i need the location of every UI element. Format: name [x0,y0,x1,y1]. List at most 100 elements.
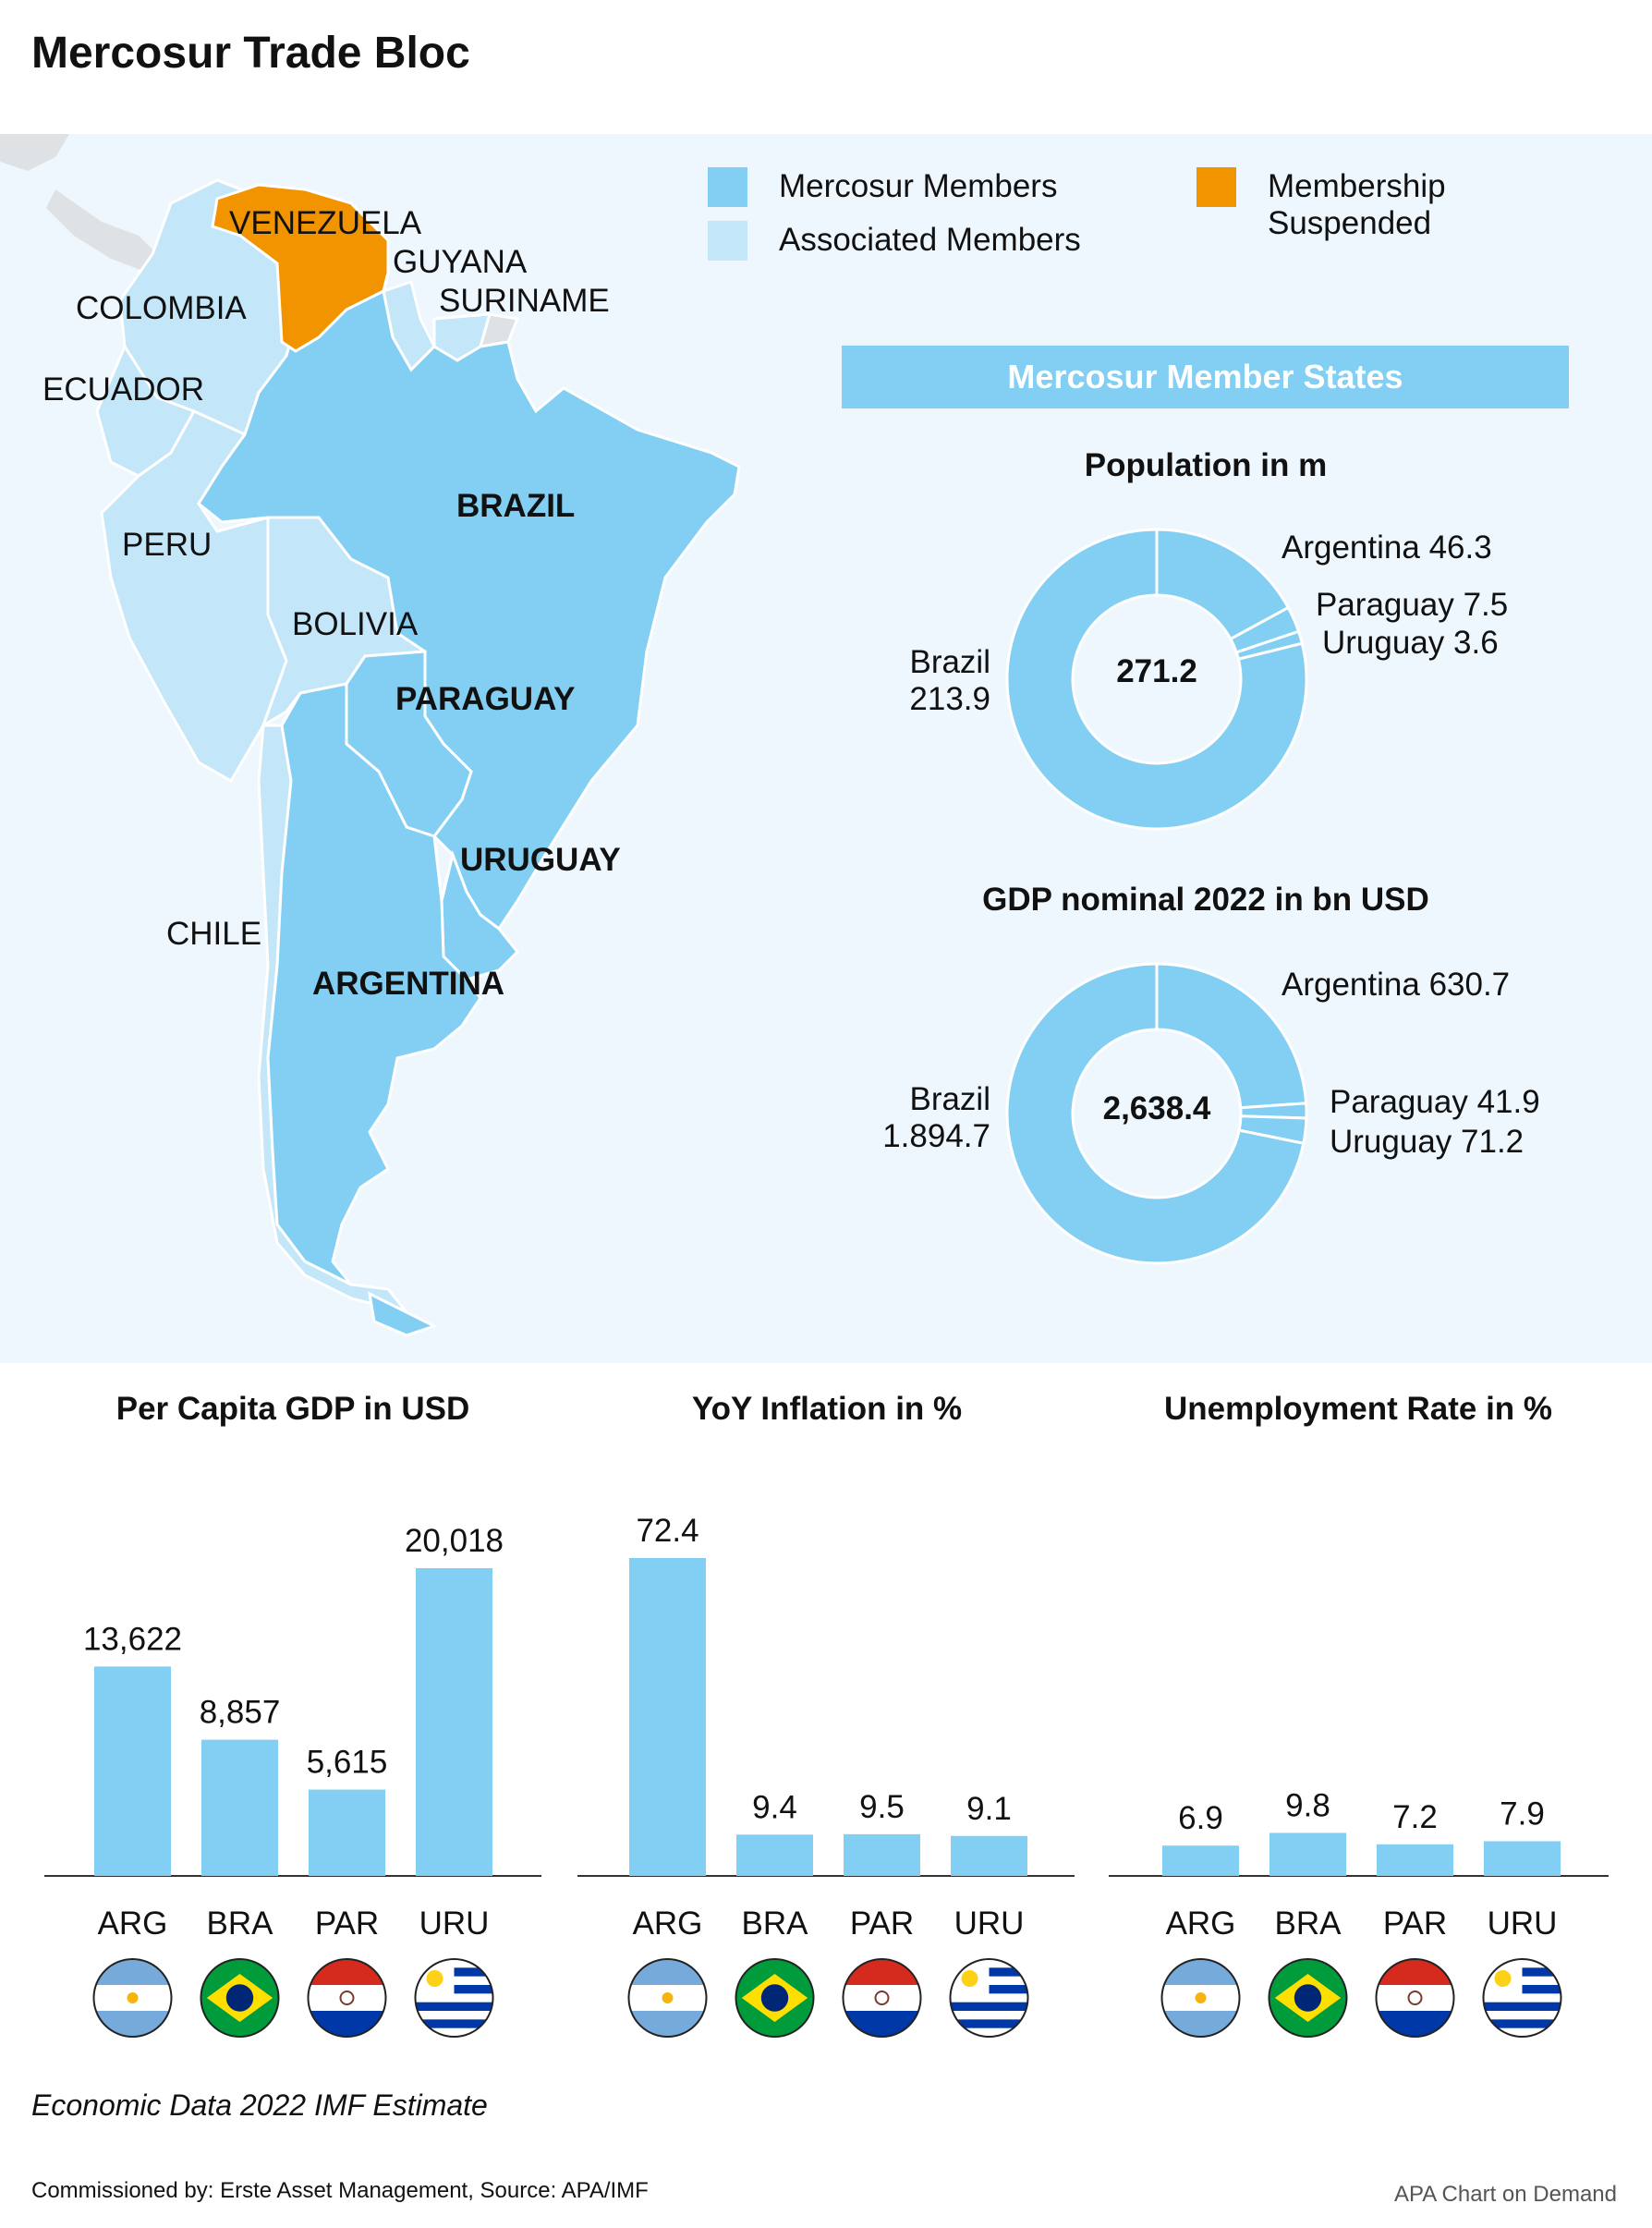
population-label-brazil-value: 213.9 [909,681,990,717]
map-label-colombia: COLOMBIA [76,290,247,326]
paraguay-flag-icon [307,1958,387,2038]
per-capita-gdp-value-label-arg: 13,622 [83,1621,182,1657]
map-label-chile: CHILE [166,916,261,952]
legend-label-associated: Associated Members [779,222,1081,258]
per-capita-gdp-bar-bra [201,1739,278,1876]
population-label-argentina: Argentina 46.3 [1282,530,1492,566]
brazil-shape [197,261,741,931]
legend-swatch-suspended [1196,167,1236,207]
legend-swatch-associated [708,221,747,261]
unemployment-value-label-par: 7.2 [1392,1799,1438,1835]
inflation-bar-arg [629,1558,706,1876]
unemployment-bar-chart: 6.9 ARG 9.8 BRA 7.2 PAR 7.9 URU [1109,1787,1609,2038]
per-capita-gdp-category-label-uru: URU [419,1905,490,1942]
gdp-label-paraguay: Paraguay 41.9 [1330,1084,1540,1121]
unemployment-category-label-bra: BRA [1275,1905,1342,1942]
gdp-label-uruguay: Uruguay 71.2 [1330,1124,1524,1161]
gdp-label-uruguay-value: 71.2 [1461,1124,1524,1160]
unemployment-category-label-arg: ARG [1166,1905,1236,1942]
unemployment-value-label-uru: 7.9 [1500,1796,1545,1832]
legend-label-suspended-line2: Suspended [1268,205,1432,241]
argentina-flag-icon [92,1958,173,2038]
map-label-brazil: BRAZIL [456,488,575,524]
map-label-argentina: ARGENTINA [312,966,504,1002]
argentina-shape [266,682,482,1286]
gdp-label-brazil: Brazil 1.894.7 [832,1081,990,1155]
inflation-bar-chart: 72.4 ARG 9.4 BRA 9.5 PAR 9.1 URU [577,1513,1075,2038]
population-label-argentina-value: 46.3 [1428,530,1492,566]
per-capita-gdp-value-label-bra: 8,857 [200,1695,281,1731]
page-title: Mercosur Trade Bloc [31,29,470,78]
map-label-venezuela: VENEZUELA [229,205,422,241]
gdp-label-paraguay-name: Paraguay [1330,1084,1468,1120]
brazil-flag-icon [200,1958,280,2038]
per-capita-gdp-value-label-uru: 20,018 [405,1523,504,1559]
gdp-label-uruguay-name: Uruguay [1330,1124,1452,1160]
unemployment-bar-arg [1162,1845,1239,1876]
paraguay-flag-icon [1375,1958,1455,2038]
credit-line: Commissioned by: Erste Asset Management,… [31,2178,649,2203]
brazil-flag-icon [735,1958,815,2038]
unemployment-category-label-uru: URU [1488,1905,1558,1942]
inflation-category-label-bra: BRA [742,1905,809,1942]
population-label-paraguay: Paraguay 7.5 [1316,587,1508,624]
population-label-brazil: Brazil 213.9 [832,644,990,718]
per-capita-gdp-bar-uru [416,1568,492,1876]
population-label-brazil-name: Brazil [909,644,990,680]
unemployment-bar-bra [1269,1832,1346,1876]
unemployment-category-label-par: PAR [1383,1905,1447,1942]
per-capita-gdp-bar-arg [94,1666,171,1876]
inflation-value-label-par: 9.5 [859,1789,905,1825]
population-label-paraguay-name: Paraguay [1316,587,1454,623]
gdp-label-brazil-value: 1.894.7 [882,1118,990,1154]
panama-shape [46,189,157,273]
map-label-uruguay: URUGUAY [460,842,621,878]
brazil-flag-icon [1268,1958,1348,2038]
venezuela-shape [211,183,390,353]
legend-label-members: Mercosur Members [779,168,1058,204]
uruguay-flag-icon [1482,1958,1562,2038]
footnote: Economic Data 2022 IMF Estimate [31,2088,488,2122]
unemployment-title: Unemployment Rate in % [1163,1391,1553,1427]
map-panel: VENEZUELA GUYANA SURINAME COLOMBIA ECUAD… [0,134,1652,1363]
inflation-value-label-bra: 9.4 [752,1789,797,1825]
uruguay-flag-icon [414,1958,494,2038]
population-label-argentina-name: Argentina [1282,530,1420,566]
gdp-label-argentina: Argentina 630.7 [1282,967,1510,1004]
map-label-bolivia: BOLIVIA [292,606,419,642]
member-states-banner: Mercosur Member States [842,346,1569,408]
inflation-value-label-uru: 9.1 [966,1791,1012,1827]
paraguay-flag-icon [842,1958,922,2038]
gdp-label-argentina-value: 630.7 [1428,967,1511,1003]
inflation-value-label-arg: 72.4 [636,1513,698,1549]
argentina-flag-icon [627,1958,708,2038]
unemployment-bar-uru [1484,1841,1561,1876]
per-capita-gdp-category-label-arg: ARG [98,1905,168,1942]
map-label-peru: PERU [122,527,212,563]
gdp-label-argentina-name: Argentina [1282,967,1420,1003]
population-label-uruguay: Uruguay 3.6 [1322,625,1499,662]
legend-label-suspended-line1: Membership [1268,168,1446,204]
south-america-map: VENEZUELA GUYANA SURINAME COLOMBIA ECUAD… [0,134,741,1337]
inflation-bar-uru [951,1835,1027,1876]
map-label-paraguay: PARAGUAY [395,681,575,717]
per-capita-gdp-category-label-par: PAR [315,1905,379,1942]
inflation-category-label-par: PAR [850,1905,914,1942]
unemployment-value-label-bra: 9.8 [1285,1787,1330,1823]
gdp-chart-title: GDP nominal 2022 in bn USD [982,882,1429,918]
unemployment-bar-par [1377,1844,1453,1876]
gdp-center-total: 2,638.4 [1102,1090,1211,1126]
argentina-flag-icon [1160,1958,1241,2038]
map-label-ecuador: ECUADOR [43,371,204,408]
per-capita-gdp-category-label-bra: BRA [207,1905,274,1942]
inflation-bar-par [844,1833,920,1876]
inflation-bar-bra [736,1834,813,1876]
central-america-shape [0,134,69,171]
population-label-paraguay-value: 7.5 [1463,587,1509,623]
per-capita-gdp-bar-par [309,1789,385,1876]
inflation-title: YoY Inflation in % [691,1391,963,1427]
population-chart-title: Population in m [1084,447,1328,483]
gdp-label-brazil-name: Brazil [909,1081,990,1117]
apa-credit: APA Chart on Demand [1393,2182,1617,2207]
map-label-suriname: SURINAME [439,283,610,319]
